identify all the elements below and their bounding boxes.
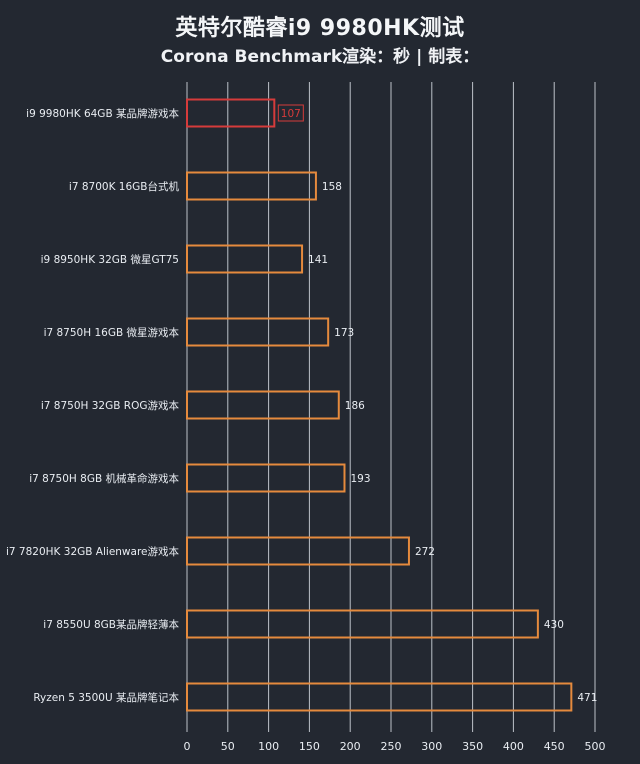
category-label: i9 8950HK 32GB 微星GT75 [41,253,179,266]
value-label: 107 [281,108,301,120]
category-label: i7 8750H 16GB 微星游戏本 [44,326,180,339]
value-label: 141 [308,254,328,266]
bar [186,171,317,201]
value-label: 272 [415,546,435,558]
x-tick-label: 350 [462,740,483,753]
category-label: Ryzen 5 3500U 某品牌笔记本 [33,691,179,704]
x-tick-label: 250 [381,740,402,753]
x-tick-label: 50 [221,740,235,753]
chart-subtitle: Corona Benchmark渲染：秒 | 制表： [160,47,480,67]
category-label: i7 8750H 8GB 机械革命游戏本 [29,472,179,485]
bar [186,317,330,347]
bar [186,609,539,639]
x-tick-label: 200 [340,740,361,753]
value-label: 471 [577,692,597,704]
x-tick-label: 100 [258,740,279,753]
category-label: i7 7820HK 32GB Alienware游戏本 [6,545,180,558]
bar [186,390,340,420]
value-label: 186 [345,400,365,412]
category-label: i7 8550U 8GB某品牌轻薄本 [43,618,179,631]
bar [186,682,573,712]
x-tick-label: 400 [503,740,524,753]
value-label: 430 [544,619,564,631]
x-tick-label: 450 [544,740,565,753]
category-label: i7 8750H 32GB ROG游戏本 [41,399,180,412]
x-tick-label: 500 [585,740,606,753]
value-label: 158 [322,181,342,193]
x-tick-label: 300 [421,740,442,753]
bar [186,98,276,128]
bar [186,536,410,566]
value-label: 173 [334,327,354,339]
bar [186,463,346,493]
chart-title: 英特尔酷睿i9 9980HK测试 [175,16,465,41]
category-label: i9 9980HK 64GB 某品牌游戏本 [26,107,179,120]
category-label: i7 8700K 16GB台式机 [69,180,180,193]
value-label: 193 [350,473,370,485]
x-tick-label: 150 [299,740,320,753]
bar [186,244,304,274]
highlight-value-box [277,104,304,122]
x-tick-label: 0 [184,740,191,753]
